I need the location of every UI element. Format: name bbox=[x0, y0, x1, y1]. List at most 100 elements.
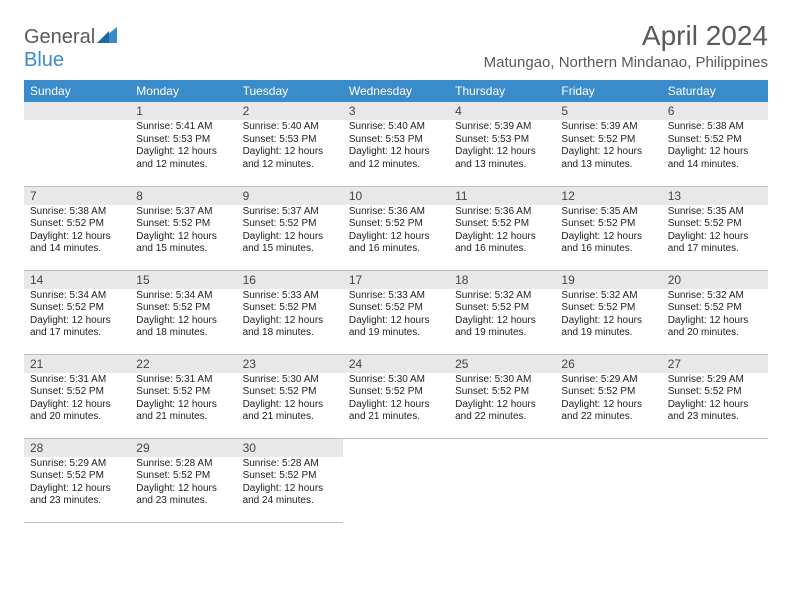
calendar-cell: 17Sunrise: 5:33 AMSunset: 5:52 PMDayligh… bbox=[343, 270, 449, 354]
calendar-cell bbox=[662, 438, 768, 522]
day-number: 9 bbox=[237, 187, 343, 205]
day-number: 14 bbox=[24, 271, 130, 289]
day-number: 5 bbox=[555, 102, 661, 120]
day-details: Sunrise: 5:36 AMSunset: 5:52 PMDaylight:… bbox=[343, 205, 449, 259]
weekday-header: Sunday bbox=[24, 80, 130, 102]
day-details: Sunrise: 5:35 AMSunset: 5:52 PMDaylight:… bbox=[555, 205, 661, 259]
sunset-line: Sunset: 5:52 PM bbox=[243, 218, 337, 231]
calendar-week-row: 1Sunrise: 5:41 AMSunset: 5:53 PMDaylight… bbox=[24, 102, 768, 186]
sunrise-line: Sunrise: 5:30 AM bbox=[243, 374, 337, 387]
sunrise-line: Sunrise: 5:36 AM bbox=[455, 206, 549, 219]
calendar-cell: 5Sunrise: 5:39 AMSunset: 5:52 PMDaylight… bbox=[555, 102, 661, 186]
page-header: General Blue April 2024 Matungao, Northe… bbox=[24, 20, 768, 72]
sunset-line: Sunset: 5:52 PM bbox=[136, 386, 230, 399]
day-number: 24 bbox=[343, 355, 449, 373]
day-details: Sunrise: 5:32 AMSunset: 5:52 PMDaylight:… bbox=[555, 289, 661, 343]
day-number: 21 bbox=[24, 355, 130, 373]
daylight-line: Daylight: 12 hours and 13 minutes. bbox=[561, 146, 655, 171]
day-number: 16 bbox=[237, 271, 343, 289]
empty-day-bar bbox=[24, 102, 130, 120]
day-number: 22 bbox=[130, 355, 236, 373]
day-number: 12 bbox=[555, 187, 661, 205]
day-details: Sunrise: 5:41 AMSunset: 5:53 PMDaylight:… bbox=[130, 120, 236, 174]
daylight-line: Daylight: 12 hours and 22 minutes. bbox=[561, 399, 655, 424]
sunset-line: Sunset: 5:52 PM bbox=[349, 386, 443, 399]
calendar-cell: 12Sunrise: 5:35 AMSunset: 5:52 PMDayligh… bbox=[555, 186, 661, 270]
calendar-table: SundayMondayTuesdayWednesdayThursdayFrid… bbox=[24, 80, 768, 523]
sunrise-line: Sunrise: 5:39 AM bbox=[455, 121, 549, 134]
day-number: 13 bbox=[662, 187, 768, 205]
daylight-line: Daylight: 12 hours and 16 minutes. bbox=[349, 231, 443, 256]
sunset-line: Sunset: 5:53 PM bbox=[243, 134, 337, 147]
calendar-cell: 7Sunrise: 5:38 AMSunset: 5:52 PMDaylight… bbox=[24, 186, 130, 270]
day-details: Sunrise: 5:40 AMSunset: 5:53 PMDaylight:… bbox=[237, 120, 343, 174]
sunrise-line: Sunrise: 5:30 AM bbox=[455, 374, 549, 387]
calendar-cell: 26Sunrise: 5:29 AMSunset: 5:52 PMDayligh… bbox=[555, 354, 661, 438]
header-right: April 2024 Matungao, Northern Mindanao, … bbox=[484, 20, 768, 71]
calendar-cell: 22Sunrise: 5:31 AMSunset: 5:52 PMDayligh… bbox=[130, 354, 236, 438]
sunset-line: Sunset: 5:52 PM bbox=[561, 302, 655, 315]
day-details: Sunrise: 5:30 AMSunset: 5:52 PMDaylight:… bbox=[449, 373, 555, 427]
sunset-line: Sunset: 5:52 PM bbox=[561, 134, 655, 147]
calendar-week-row: 14Sunrise: 5:34 AMSunset: 5:52 PMDayligh… bbox=[24, 270, 768, 354]
sunset-line: Sunset: 5:52 PM bbox=[455, 218, 549, 231]
day-number: 3 bbox=[343, 102, 449, 120]
calendar-cell: 16Sunrise: 5:33 AMSunset: 5:52 PMDayligh… bbox=[237, 270, 343, 354]
daylight-line: Daylight: 12 hours and 22 minutes. bbox=[455, 399, 549, 424]
day-details: Sunrise: 5:39 AMSunset: 5:53 PMDaylight:… bbox=[449, 120, 555, 174]
day-details: Sunrise: 5:30 AMSunset: 5:52 PMDaylight:… bbox=[237, 373, 343, 427]
daylight-line: Daylight: 12 hours and 17 minutes. bbox=[668, 231, 762, 256]
day-number: 20 bbox=[662, 271, 768, 289]
calendar-cell: 14Sunrise: 5:34 AMSunset: 5:52 PMDayligh… bbox=[24, 270, 130, 354]
day-details: Sunrise: 5:30 AMSunset: 5:52 PMDaylight:… bbox=[343, 373, 449, 427]
day-details: Sunrise: 5:40 AMSunset: 5:53 PMDaylight:… bbox=[343, 120, 449, 174]
calendar-cell: 24Sunrise: 5:30 AMSunset: 5:52 PMDayligh… bbox=[343, 354, 449, 438]
day-number: 17 bbox=[343, 271, 449, 289]
sunrise-line: Sunrise: 5:36 AM bbox=[349, 206, 443, 219]
day-number: 7 bbox=[24, 187, 130, 205]
calendar-cell: 18Sunrise: 5:32 AMSunset: 5:52 PMDayligh… bbox=[449, 270, 555, 354]
sunset-line: Sunset: 5:52 PM bbox=[349, 302, 443, 315]
sunrise-line: Sunrise: 5:30 AM bbox=[349, 374, 443, 387]
daylight-line: Daylight: 12 hours and 21 minutes. bbox=[243, 399, 337, 424]
day-details: Sunrise: 5:38 AMSunset: 5:52 PMDaylight:… bbox=[662, 120, 768, 174]
sunrise-line: Sunrise: 5:33 AM bbox=[349, 290, 443, 303]
day-number: 15 bbox=[130, 271, 236, 289]
daylight-line: Daylight: 12 hours and 16 minutes. bbox=[455, 231, 549, 256]
daylight-line: Daylight: 12 hours and 23 minutes. bbox=[30, 483, 124, 508]
daylight-line: Daylight: 12 hours and 14 minutes. bbox=[30, 231, 124, 256]
sunset-line: Sunset: 5:52 PM bbox=[243, 470, 337, 483]
calendar-cell: 20Sunrise: 5:32 AMSunset: 5:52 PMDayligh… bbox=[662, 270, 768, 354]
sunset-line: Sunset: 5:52 PM bbox=[668, 134, 762, 147]
sunrise-line: Sunrise: 5:31 AM bbox=[30, 374, 124, 387]
sunrise-line: Sunrise: 5:32 AM bbox=[455, 290, 549, 303]
logo-text-blue: Blue bbox=[24, 49, 64, 71]
sunset-line: Sunset: 5:52 PM bbox=[668, 302, 762, 315]
sunset-line: Sunset: 5:52 PM bbox=[136, 218, 230, 231]
logo: General Blue bbox=[24, 20, 117, 72]
sunset-line: Sunset: 5:52 PM bbox=[30, 218, 124, 231]
sunset-line: Sunset: 5:52 PM bbox=[455, 302, 549, 315]
calendar-cell: 25Sunrise: 5:30 AMSunset: 5:52 PMDayligh… bbox=[449, 354, 555, 438]
daylight-line: Daylight: 12 hours and 19 minutes. bbox=[455, 315, 549, 340]
calendar-cell bbox=[449, 438, 555, 522]
sunrise-line: Sunrise: 5:32 AM bbox=[561, 290, 655, 303]
day-number: 18 bbox=[449, 271, 555, 289]
day-details: Sunrise: 5:32 AMSunset: 5:52 PMDaylight:… bbox=[662, 289, 768, 343]
weekday-header: Saturday bbox=[662, 80, 768, 102]
weekday-header-row: SundayMondayTuesdayWednesdayThursdayFrid… bbox=[24, 80, 768, 102]
daylight-line: Daylight: 12 hours and 21 minutes. bbox=[136, 399, 230, 424]
day-details: Sunrise: 5:32 AMSunset: 5:52 PMDaylight:… bbox=[449, 289, 555, 343]
day-details: Sunrise: 5:29 AMSunset: 5:52 PMDaylight:… bbox=[24, 457, 130, 511]
sunrise-line: Sunrise: 5:34 AM bbox=[30, 290, 124, 303]
sunrise-line: Sunrise: 5:39 AM bbox=[561, 121, 655, 134]
sunset-line: Sunset: 5:52 PM bbox=[30, 386, 124, 399]
daylight-line: Daylight: 12 hours and 14 minutes. bbox=[668, 146, 762, 171]
day-details: Sunrise: 5:39 AMSunset: 5:52 PMDaylight:… bbox=[555, 120, 661, 174]
day-number: 6 bbox=[662, 102, 768, 120]
day-number: 8 bbox=[130, 187, 236, 205]
day-number: 28 bbox=[24, 439, 130, 457]
weekday-header: Monday bbox=[130, 80, 236, 102]
daylight-line: Daylight: 12 hours and 20 minutes. bbox=[30, 399, 124, 424]
day-number: 23 bbox=[237, 355, 343, 373]
